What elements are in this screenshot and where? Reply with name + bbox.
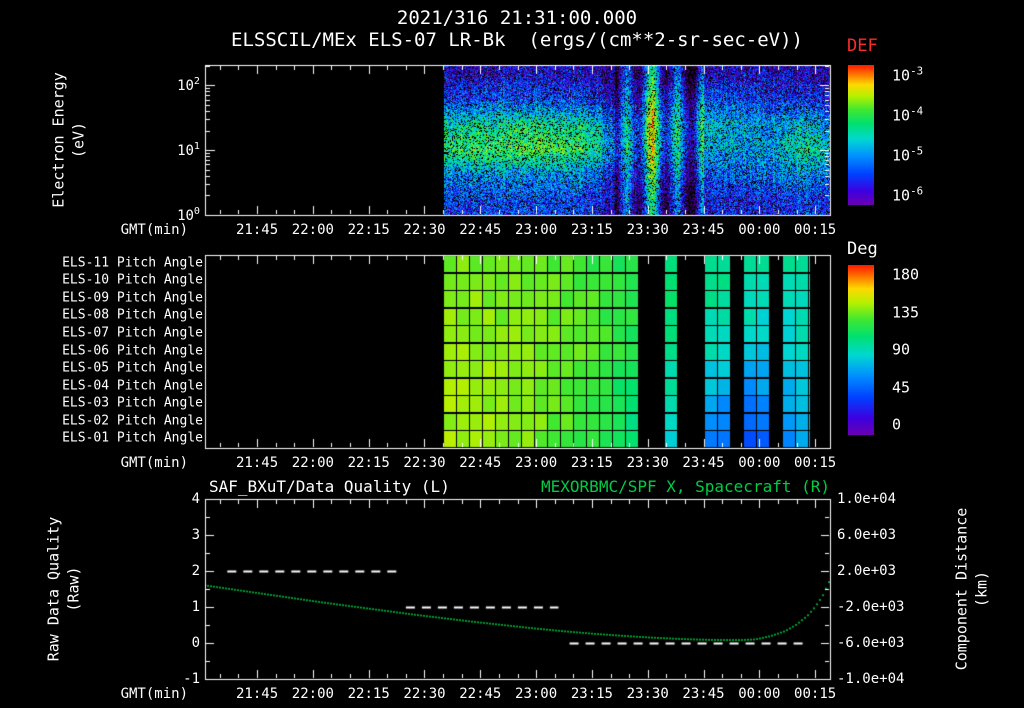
deg-colorbar-tick-label: 90 xyxy=(892,340,911,359)
x-tick-label: 22:30 xyxy=(403,222,446,238)
x-tick-label: 23:30 xyxy=(626,222,669,238)
pitch-row-label: ELS-03 Pitch Angle xyxy=(62,395,203,411)
deg-colorbar-tick-label: 45 xyxy=(892,377,911,396)
deg-colorbar-title: Deg xyxy=(847,239,878,259)
x-tick-label: 00:15 xyxy=(794,455,837,471)
def-colorbar-tick-label: 10-3 xyxy=(892,64,924,85)
ylabel-line: Electron Energy xyxy=(49,72,68,208)
spectrogram-y-axis-label: Electron Energy (eV) xyxy=(50,72,89,207)
x-tick-label: 22:15 xyxy=(347,222,390,238)
ylabel-line: (eV) xyxy=(69,121,87,159)
distance-y-tick-label: -6.0e+03 xyxy=(837,634,905,651)
spectrogram-y-tick-label: 102 xyxy=(177,76,200,94)
distance-y-tick-label: 1.0e+04 xyxy=(837,490,897,507)
x-tick-label: 23:00 xyxy=(515,222,558,238)
component-distance-y-axis-label: Component Distance (km) xyxy=(953,508,992,671)
pitch-row-label: ELS-06 Pitch Angle xyxy=(62,343,203,359)
spectrogram-y-tick-label: 100 xyxy=(177,206,200,224)
x-tick-label: 22:15 xyxy=(347,455,390,471)
pitch-row-label: ELS-11 Pitch Angle xyxy=(62,255,203,271)
x-tick-label: 23:45 xyxy=(682,222,725,238)
bottom-right-title: MEXORBMC/SPF X, Spacecraft (R) xyxy=(541,477,830,496)
x-tick-label: 22:15 xyxy=(347,686,390,702)
pitch-row-label: ELS-01 Pitch Angle xyxy=(62,430,203,446)
x-tick-label: 23:00 xyxy=(515,455,558,471)
x-tick-label: 22:30 xyxy=(403,455,446,471)
def-colorbar-tick-label: 10-5 xyxy=(892,144,924,165)
quality-y-tick-label: 3 xyxy=(191,526,200,543)
deg-colorbar-tick-label: 135 xyxy=(892,302,920,321)
deg-colorbar xyxy=(848,265,874,435)
pitch-row-label: ELS-05 Pitch Angle xyxy=(62,360,203,376)
raw-data-quality-y-axis-label: Raw Data Quality (Raw) xyxy=(45,517,84,662)
x-tick-label: 22:45 xyxy=(459,455,502,471)
x-tick-label: 23:45 xyxy=(682,455,725,471)
x-tick-label: 23:15 xyxy=(570,222,613,238)
pitch-row-label: ELS-08 Pitch Angle xyxy=(62,307,203,323)
distance-y-tick-label: -2.0e+03 xyxy=(837,598,905,615)
x-tick-label: 23:45 xyxy=(682,686,725,702)
x-tick-label: 23:30 xyxy=(626,455,669,471)
quality-y-tick-label: -1 xyxy=(183,670,200,687)
distance-y-tick-label: 2.0e+03 xyxy=(837,562,897,579)
x-tick-label: 21:45 xyxy=(236,686,279,702)
distance-y-tick-label: 6.0e+03 xyxy=(837,526,897,543)
gmt-axis-label: GMT(min) xyxy=(120,222,188,238)
x-tick-label: 00:00 xyxy=(738,455,781,471)
x-tick-label: 23:00 xyxy=(515,686,558,702)
pitch-row-label: ELS-04 Pitch Angle xyxy=(62,378,203,394)
pitch-row-label: ELS-10 Pitch Angle xyxy=(62,272,203,288)
x-tick-label: 00:00 xyxy=(738,222,781,238)
x-tick-label: 00:15 xyxy=(794,686,837,702)
x-tick-label: 22:45 xyxy=(459,222,502,238)
quality-y-tick-label: 0 xyxy=(191,634,200,651)
x-tick-label: 00:00 xyxy=(738,686,781,702)
ylabel-line: Component Distance xyxy=(952,507,971,671)
quality-y-tick-label: 4 xyxy=(191,490,200,507)
x-tick-label: 22:30 xyxy=(403,686,446,702)
ylabel-line: (Raw) xyxy=(64,566,82,612)
def-colorbar-tick-label: 10-4 xyxy=(892,104,924,125)
quality-y-tick-label: 2 xyxy=(191,562,200,579)
x-tick-label: 23:15 xyxy=(570,686,613,702)
pitch-row-label: ELS-07 Pitch Angle xyxy=(62,325,203,341)
deg-colorbar-tick-label: 0 xyxy=(892,415,902,434)
gmt-axis-label: GMT(min) xyxy=(120,686,188,702)
x-tick-label: 22:45 xyxy=(459,686,502,702)
x-tick-label: 00:15 xyxy=(794,222,837,238)
x-tick-label: 23:15 xyxy=(570,455,613,471)
ylabel-line: Raw Data Quality xyxy=(44,516,63,662)
quality-y-tick-label: 1 xyxy=(191,598,200,615)
x-tick-label: 22:00 xyxy=(291,455,334,471)
def-colorbar xyxy=(848,65,874,205)
bottom-left-title: SAF_BXuT/Data Quality (L) xyxy=(209,477,450,496)
pitch-row-label: ELS-02 Pitch Angle xyxy=(62,413,203,429)
x-tick-label: 21:45 xyxy=(236,222,279,238)
deg-colorbar-tick-label: 180 xyxy=(892,265,920,284)
pitch-row-label: ELS-09 Pitch Angle xyxy=(62,290,203,306)
x-tick-label: 22:00 xyxy=(291,686,334,702)
def-colorbar-title: DEF xyxy=(847,36,878,56)
x-tick-label: 22:00 xyxy=(291,222,334,238)
spectrogram-y-tick-label: 101 xyxy=(177,141,200,159)
ylabel-line: (km) xyxy=(972,570,990,608)
x-tick-label: 23:30 xyxy=(626,686,669,702)
def-colorbar-tick-label: 10-6 xyxy=(892,184,924,205)
x-tick-label: 21:45 xyxy=(236,455,279,471)
distance-y-tick-label: -1.0e+04 xyxy=(837,670,905,687)
gmt-axis-label: GMT(min) xyxy=(120,455,188,471)
